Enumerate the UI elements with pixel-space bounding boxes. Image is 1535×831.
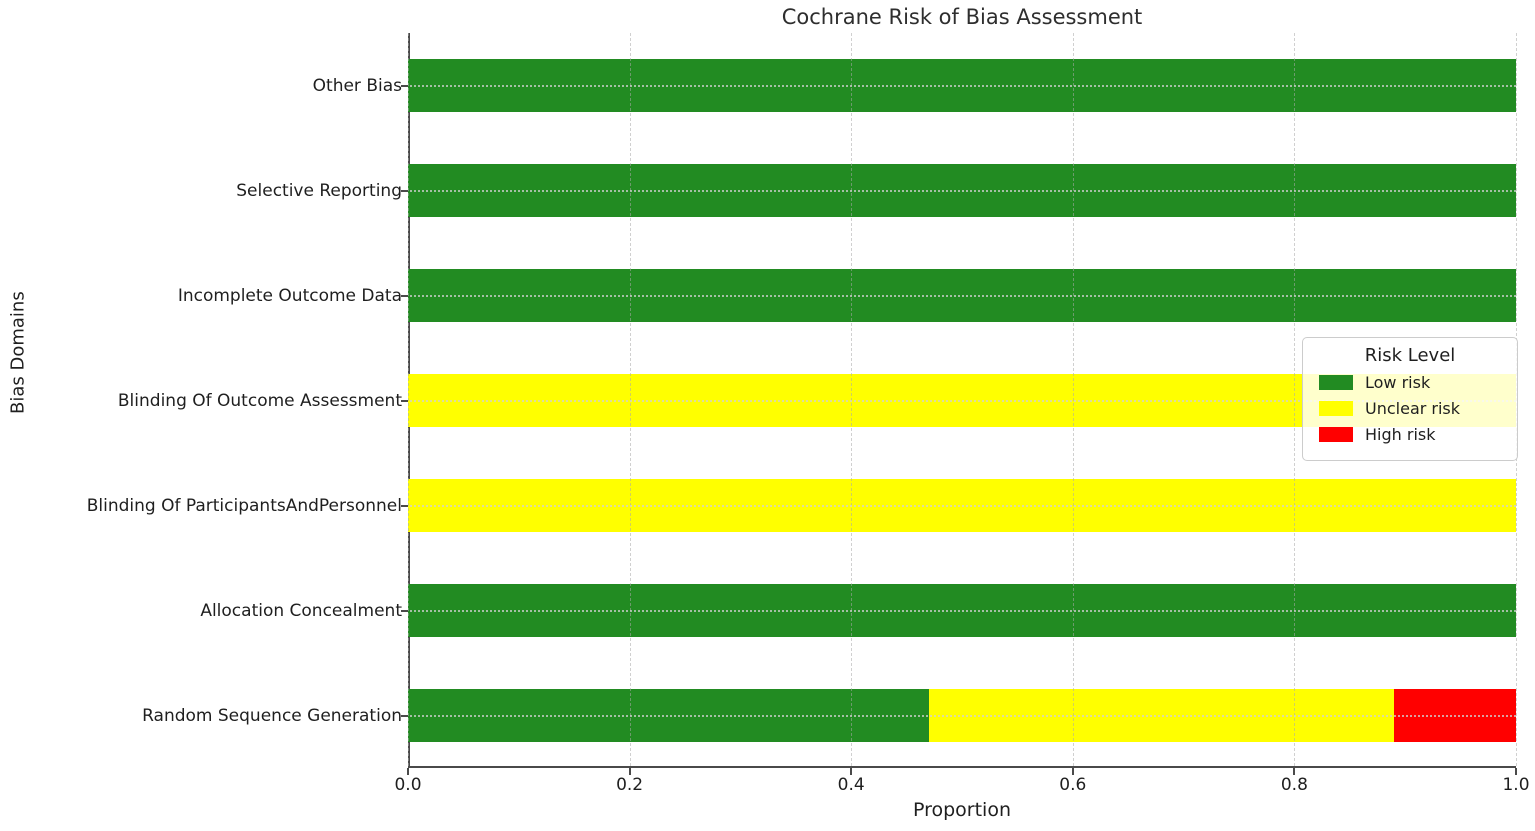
gridline-horizontal (410, 609, 1516, 612)
y-tick-mark (401, 84, 408, 87)
x-tick-label: 1.0 (1502, 775, 1530, 795)
x-axis-label: Proportion (912, 799, 1012, 821)
y-tick-mark (401, 399, 408, 402)
gridline-horizontal (410, 714, 1516, 717)
gridline-horizontal (410, 399, 1516, 402)
y-tick-label: Selective Reporting (236, 180, 402, 201)
x-tick-mark (1071, 768, 1074, 775)
legend-item-label: Unclear risk (1365, 399, 1461, 418)
legend-swatch-icon (1319, 401, 1353, 416)
y-tick-label: Blinding Of ParticipantsAndPersonnel (86, 495, 402, 516)
gridline-horizontal (410, 84, 1516, 87)
y-tick-label: Incomplete Outcome Data (177, 285, 402, 306)
y-tick-label: Random Sequence Generation (142, 705, 402, 726)
x-tick-mark (1293, 768, 1296, 775)
gridline-horizontal (410, 504, 1516, 507)
x-tick-label: 0.0 (394, 775, 422, 795)
legend-items: Low risk Unclear risk High risk (1313, 373, 1507, 444)
x-tick-mark (628, 768, 631, 775)
x-tick-label: 0.6 (1059, 775, 1087, 795)
legend-item-low-risk: Low risk (1319, 373, 1507, 392)
legend-item-high-risk: High risk (1319, 425, 1507, 444)
y-tick-label: Blinding Of Outcome Assessment (117, 390, 402, 411)
gridline-horizontal (410, 294, 1516, 297)
legend-swatch-icon (1319, 375, 1353, 390)
y-tick-label: Other Bias (312, 75, 402, 96)
legend-item-label: High risk (1365, 425, 1436, 444)
gridline-horizontal (410, 189, 1516, 192)
legend-item-label: Low risk (1365, 373, 1431, 392)
y-tick-mark (401, 189, 408, 192)
gridline-vertical (408, 33, 409, 766)
x-tick-label: 0.8 (1280, 775, 1308, 795)
y-axis-label: Bias Domains (7, 291, 29, 414)
legend-swatch-icon (1319, 427, 1353, 442)
y-tick-label: Allocation Concealment (200, 600, 402, 621)
x-tick-mark (407, 768, 409, 775)
y-tick-mark (401, 504, 408, 507)
plot-area (408, 33, 1517, 768)
chart-title: Cochrane Risk of Bias Assessment (781, 5, 1143, 29)
x-tick-label: 0.4 (837, 775, 865, 795)
legend: Risk Level Low risk Unclear risk High risk (1302, 337, 1518, 461)
x-tick-mark (1515, 768, 1517, 775)
x-tick-label: 0.2 (616, 775, 644, 795)
legend-item-unclear-risk: Unclear risk (1319, 399, 1507, 418)
y-tick-mark (401, 609, 408, 612)
x-tick-mark (850, 768, 853, 775)
y-tick-mark (401, 294, 408, 297)
legend-title: Risk Level (1364, 345, 1456, 366)
y-tick-mark (401, 714, 408, 717)
